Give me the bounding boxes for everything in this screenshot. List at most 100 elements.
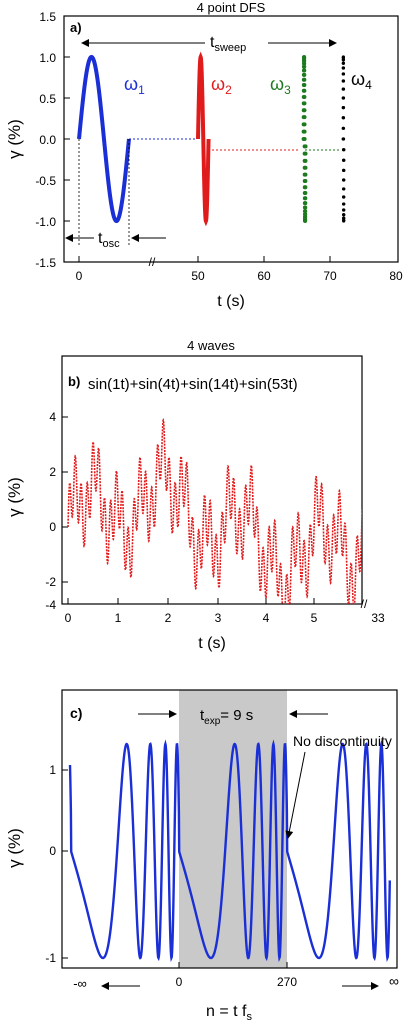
no-discontinuity-arrow bbox=[285, 751, 306, 839]
panel-a-axis-break: // bbox=[149, 255, 156, 269]
point bbox=[341, 58, 345, 62]
panel-c: c) γ (%) n = t fs 1 0 -1 -∞ 0 270 ∞ texp… bbox=[5, 689, 399, 1023]
panel-a-yticks: 1.5 1.0 0.5 0.0 -0.5 -1.0 -1.5 bbox=[35, 10, 70, 270]
panel-a-ytick-5: -1.0 bbox=[35, 215, 56, 229]
point bbox=[341, 79, 346, 83]
panel-a-label: a) bbox=[70, 20, 82, 35]
point bbox=[341, 137, 346, 141]
panel-a-xlabel: t (s) bbox=[217, 293, 245, 310]
point bbox=[342, 187, 346, 191]
point bbox=[302, 83, 307, 88]
panel-a-xtick-3: 70 bbox=[323, 269, 337, 283]
point bbox=[341, 126, 346, 130]
point bbox=[302, 115, 307, 120]
panel-c-xtick-2: 270 bbox=[277, 975, 297, 989]
panel-b-ytick-0: 4 bbox=[49, 410, 56, 424]
panel-b-xlabel: t (s) bbox=[198, 635, 226, 652]
panel-a-ytick-6: -1.5 bbox=[35, 256, 56, 270]
omega-2-label: ω2 bbox=[211, 74, 232, 97]
panel-a-title: 4 point DFS bbox=[197, 0, 266, 15]
point bbox=[302, 94, 307, 99]
point bbox=[303, 205, 308, 210]
t-osc-label: tosc bbox=[98, 230, 120, 250]
point bbox=[303, 196, 308, 201]
point bbox=[302, 68, 307, 73]
panel-b-title: 4 waves bbox=[187, 338, 235, 353]
point bbox=[302, 122, 307, 127]
panel-b-label: b) bbox=[68, 374, 80, 389]
point bbox=[303, 179, 308, 184]
point bbox=[303, 209, 308, 214]
panel-b-ytick-3: -2 bbox=[45, 575, 56, 589]
panel-b-xtick-1: 1 bbox=[115, 611, 122, 625]
point bbox=[303, 185, 308, 190]
point bbox=[341, 66, 346, 70]
point bbox=[342, 208, 346, 212]
panel-c-ytick-1: 0 bbox=[49, 844, 56, 858]
panel-c-label: c) bbox=[70, 705, 82, 721]
point bbox=[302, 137, 307, 141]
four-waves-signal bbox=[67, 418, 362, 604]
panel-b-xtick-6: 33 bbox=[371, 611, 385, 625]
panel-b-ytick-2: 0 bbox=[49, 520, 56, 534]
panel-c-xticks: -∞ 0 270 ∞ bbox=[73, 962, 399, 991]
point bbox=[302, 101, 307, 106]
panel-b-ytick-4: -4 bbox=[45, 598, 56, 612]
panel-a-ytick-1: 1.0 bbox=[39, 51, 56, 65]
omega-2-wave bbox=[196, 51, 211, 227]
point bbox=[303, 151, 308, 156]
point bbox=[342, 213, 346, 217]
point bbox=[302, 72, 307, 77]
point bbox=[341, 96, 346, 100]
point bbox=[302, 64, 307, 69]
point bbox=[342, 168, 346, 172]
omega-4-points bbox=[341, 55, 346, 223]
omega-1-label: ω1 bbox=[124, 74, 145, 97]
panel-a-xticks: 0 50 60 70 80 bbox=[76, 256, 403, 283]
omega-4-label: ω4 bbox=[351, 69, 372, 92]
point bbox=[302, 77, 307, 82]
panel-c-ytick-0: 1 bbox=[49, 763, 56, 777]
point bbox=[303, 158, 308, 163]
panel-b-xtick-0: 0 bbox=[65, 611, 72, 625]
panel-a-xtick-0: 0 bbox=[76, 269, 83, 283]
point bbox=[342, 158, 346, 162]
panel-a-ytick-2: 0.5 bbox=[39, 92, 56, 106]
panel-c-ylabel: γ (%) bbox=[5, 828, 24, 868]
point bbox=[303, 172, 308, 177]
panel-b-xtick-4: 4 bbox=[263, 611, 270, 625]
panel-a-plot bbox=[77, 51, 346, 227]
point bbox=[342, 148, 346, 152]
panel-c-xtick-1: 0 bbox=[176, 975, 183, 989]
chirp-signal bbox=[68, 739, 391, 963]
no-discontinuity-label: No discontinuity bbox=[293, 733, 392, 749]
panel-b-ytick-1: 2 bbox=[49, 465, 56, 479]
point bbox=[341, 72, 346, 76]
panel-b-yticks: 4 2 0 -2 -4 bbox=[45, 410, 68, 612]
panel-b-xtick-5: 5 bbox=[311, 611, 318, 625]
panel-b: 4 waves b) sin(1t)+sin(4t)+sin(14t)+sin(… bbox=[5, 338, 385, 652]
point bbox=[342, 195, 346, 199]
point bbox=[341, 116, 346, 120]
point bbox=[342, 178, 346, 182]
point bbox=[302, 88, 307, 93]
point bbox=[302, 129, 307, 134]
panel-a-ylabel: γ (%) bbox=[5, 119, 24, 159]
panel-b-formula: sin(1t)+sin(4t)+sin(14t)+sin(53t) bbox=[88, 376, 298, 393]
panel-c-ytick-2: -1 bbox=[45, 951, 56, 965]
point bbox=[303, 144, 308, 149]
panel-a-xtick-4: 80 bbox=[389, 269, 403, 283]
panel-b-xticks: 0 1 2 3 4 5 33 bbox=[65, 598, 385, 625]
panel-b-xtick-2: 2 bbox=[165, 611, 172, 625]
panel-b-ylabel: γ (%) bbox=[5, 477, 24, 517]
point bbox=[342, 216, 346, 220]
panel-c-frame bbox=[61, 689, 398, 969]
panel-b-xtick-3: 3 bbox=[215, 611, 222, 625]
point bbox=[303, 201, 308, 206]
panel-c-xlabel: n = t fs bbox=[206, 1003, 252, 1023]
point bbox=[341, 106, 346, 110]
point bbox=[342, 202, 346, 206]
panel-a: 4 point DFS a) γ (%) t (s) 1.5 1.0 0.5 0… bbox=[5, 0, 403, 310]
point bbox=[341, 87, 346, 91]
